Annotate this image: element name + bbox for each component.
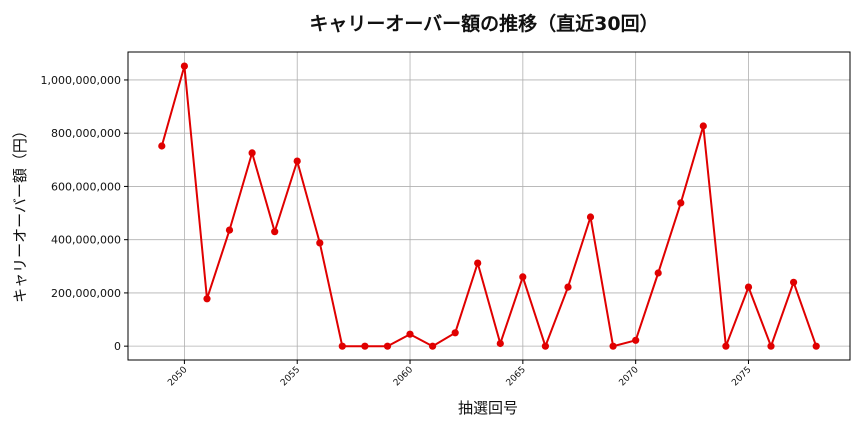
data-point [225, 226, 234, 234]
x-tick-label: 2050 [166, 365, 189, 388]
y-tick-label: 600,000,000 [51, 180, 121, 193]
data-point [180, 62, 188, 70]
data-point [654, 269, 662, 277]
data-point [609, 342, 617, 350]
y-tick-label: 800,000,000 [51, 127, 121, 140]
data-point [812, 342, 820, 350]
data-point [203, 295, 211, 303]
data-point [790, 278, 798, 286]
data-point [699, 122, 707, 130]
y-tick-label: 1,000,000,000 [41, 74, 121, 87]
data-point [564, 283, 572, 291]
y-axis-label: キャリーオーバー額（円） [11, 123, 29, 303]
data-point [722, 342, 730, 350]
data-point [361, 342, 369, 350]
data-point [406, 330, 414, 338]
data-point [316, 239, 324, 247]
data-point [474, 259, 482, 267]
data-point [271, 228, 279, 236]
x-tick-label: 2070 [618, 365, 641, 388]
x-tick-label: 2065 [505, 365, 528, 388]
x-axis-ticks: 2050 2055 2060 2065 2070 2075 [166, 360, 754, 388]
chart-title: キャリーオーバー額の推移（直近30回） [309, 12, 658, 35]
x-tick-label: 2060 [392, 365, 415, 388]
data-point [519, 273, 527, 281]
data-point [429, 342, 437, 350]
data-point [767, 342, 775, 350]
data-point [338, 342, 346, 350]
data-point [451, 329, 459, 337]
y-tick-label: 200,000,000 [51, 287, 121, 300]
data-point [677, 199, 685, 207]
data-point [541, 342, 550, 350]
x-axis-label: 抽選回号 [458, 399, 518, 417]
grid-lines [128, 52, 850, 360]
data-point [496, 339, 504, 348]
y-axis-ticks: 0 200,000,000 400,000,000 600,000,000 800,00… [41, 74, 128, 353]
y-tick-label: 0 [114, 340, 121, 353]
data-point [248, 149, 256, 157]
data-point [293, 157, 301, 165]
series-group [158, 62, 820, 350]
x-tick-label: 2075 [730, 365, 753, 388]
data-point [158, 142, 166, 150]
plot-frame [127, 51, 851, 361]
series-line [160, 65, 818, 350]
data-point [744, 283, 753, 291]
data-point [383, 342, 392, 350]
data-point [586, 213, 595, 221]
data-point [632, 336, 640, 344]
y-tick-label: 400,000,000 [51, 234, 121, 247]
x-tick-label: 2055 [279, 365, 302, 388]
